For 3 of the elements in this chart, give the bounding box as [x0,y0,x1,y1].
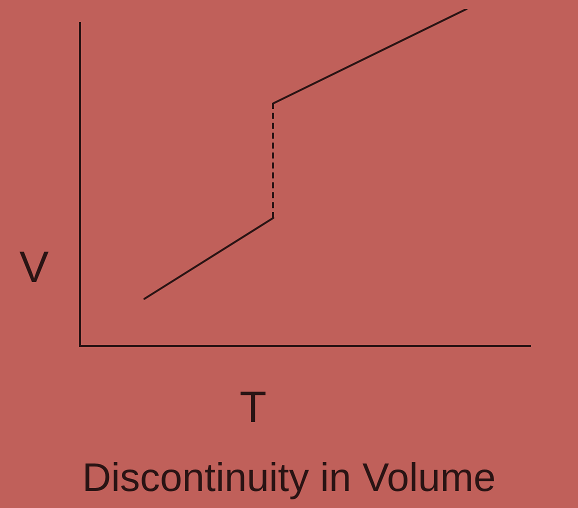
text: Discontinuity in Volume [82,456,496,500]
y-axis-title: V [19,243,50,292]
x-axis-title: T [240,383,266,432]
